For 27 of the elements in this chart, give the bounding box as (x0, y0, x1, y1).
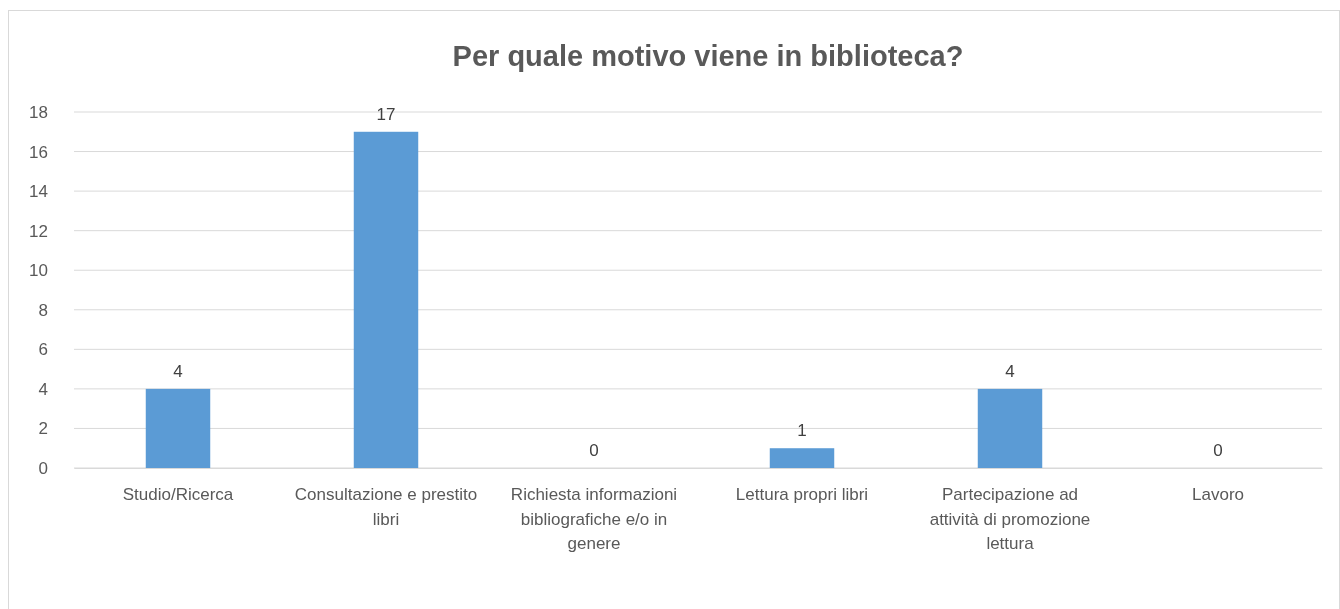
x-tick-label: Studio/Ricerca (122, 485, 234, 505)
data-label: 0 (589, 441, 599, 460)
bar (353, 131, 419, 468)
y-tick-label: 12 (29, 221, 48, 241)
y-tick-label: 0 (38, 458, 48, 478)
x-tick-label: Partecipazione ad attività di promozione lettura (929, 485, 1091, 554)
y-tick-label: 18 (29, 102, 48, 122)
y-tick-label: 8 (38, 300, 48, 320)
y-tick-label: 6 (38, 340, 48, 360)
bar (145, 388, 211, 468)
y-tick-label: 2 (38, 419, 48, 439)
data-label: 17 (376, 104, 396, 124)
data-label: 1 (797, 421, 807, 441)
data-label: 0 (1213, 441, 1223, 460)
y-tick-label: 14 (29, 182, 48, 202)
x-tick-label: Lavoro (1192, 485, 1244, 505)
chart-title: Per quale motivo viene in biblioteca? (452, 40, 964, 72)
x-tick-label: Consultazione e prestito libri (294, 485, 478, 529)
x-tick-label: Lettura propri libri (735, 485, 869, 505)
y-tick-label: 16 (29, 142, 48, 162)
bar (977, 388, 1043, 468)
x-tick-label: Richiesta informazioni bibliografiche e/o in genere (510, 485, 678, 554)
data-label: 4 (173, 361, 183, 381)
bar (769, 448, 835, 468)
y-tick-label: 10 (29, 261, 48, 281)
y-tick-label: 4 (38, 379, 48, 399)
data-label: 4 (1005, 361, 1015, 381)
